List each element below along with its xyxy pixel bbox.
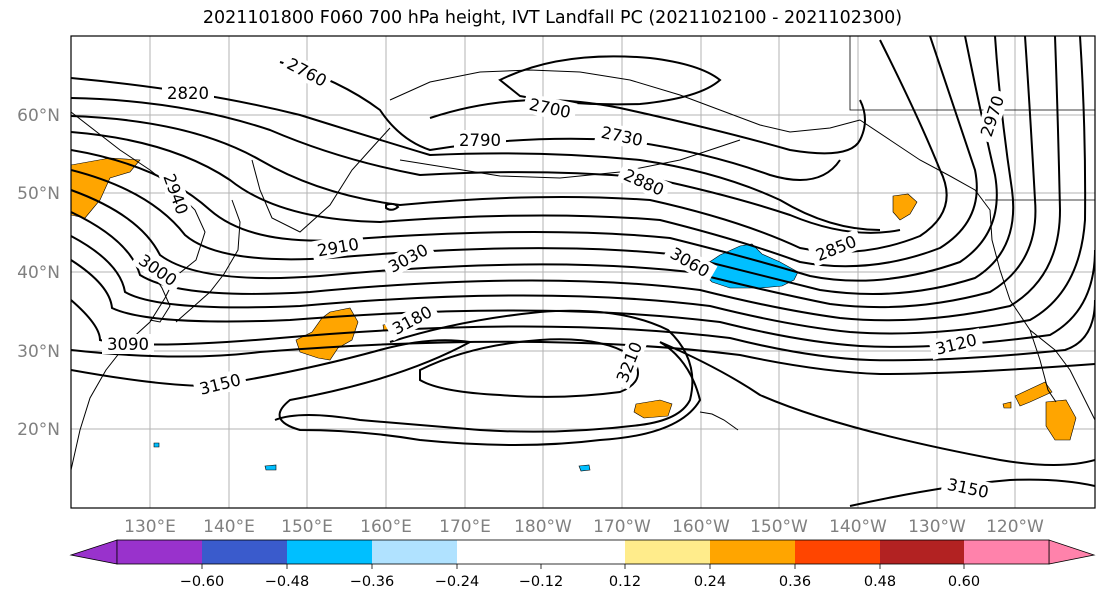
canada-border (849, 36, 1095, 111)
contour-2940 (71, 36, 1015, 295)
colorbar-segment-11 (964, 540, 1049, 564)
colorbar-tick-2: −0.48 (265, 574, 309, 590)
colorbar-segment-3 (287, 540, 372, 564)
lon-label-160e: 160°E (360, 517, 412, 537)
height-contours (71, 36, 1095, 507)
contour-3210 (419, 338, 639, 398)
ivt-positive-mexico-2 (1045, 399, 1077, 441)
colorbar-segment-5 (457, 540, 541, 564)
colorbar-ticks (201, 564, 965, 569)
sakhalin-kamchatka (251, 127, 391, 233)
lat-label-30n: 30°N (17, 342, 60, 362)
contour-2790 (71, 77, 881, 231)
colorbar-tick-3: −0.36 (350, 574, 394, 590)
colorbar-segment-10 (880, 540, 964, 564)
hawaii-islands (699, 411, 739, 431)
longitude-labels: 130°E 140°E 150°E 160°E 170°E 180°W 170°… (124, 517, 1044, 537)
lon-label-140w: 140°W (829, 517, 887, 537)
contour-3150-sw (849, 478, 1095, 507)
colorbar-tick-8: 0.36 (779, 574, 811, 590)
contour-2820 (71, 97, 901, 234)
colorbar-extend-high (1048, 539, 1096, 565)
ivt-negative-central (703, 243, 799, 289)
colorbar-tick-5: −0.12 (519, 574, 563, 590)
colorbar-tick-4: −0.24 (435, 574, 479, 590)
lat-label-40n: 40°N (17, 263, 60, 283)
colorbar-tick-1: −0.60 (180, 574, 224, 590)
ivt-positive-mexico-1 (1014, 381, 1053, 407)
colorbar-outline (116, 539, 1050, 565)
colorbar-segment-4 (372, 540, 457, 564)
latitude-labels: 60°N 50°N 40°N 30°N 20°N (17, 106, 60, 440)
contour-3060 (71, 249, 1095, 348)
colorbar-segment-2 (202, 540, 287, 564)
baja (1029, 329, 1057, 403)
map-frame (70, 35, 1096, 509)
colorbar-extend-low (69, 539, 118, 565)
lat-label-20n: 20°N (17, 420, 60, 440)
lon-label-170e: 170°E (439, 517, 491, 537)
contour-label-2820: 2820 (167, 84, 209, 103)
colorbar-segment-9 (795, 540, 880, 564)
lon-label-170w: 170°W (593, 517, 651, 537)
ivt-positive-west-edge (71, 157, 141, 219)
contour-2970 (71, 36, 1037, 309)
contour-label-2790: 2790 (459, 131, 501, 150)
colorbar-tick-7: 0.24 (694, 574, 726, 590)
lon-label-150e: 150°E (281, 517, 333, 537)
lon-label-150w: 150°W (750, 517, 808, 537)
contour-2850 (71, 39, 948, 253)
aleutians (399, 139, 741, 179)
lon-label-180w: 180°W (514, 517, 572, 537)
lon-label-140e: 140°E (203, 517, 255, 537)
ivt-negative-small-2 (264, 464, 277, 471)
colorbar-segment-8 (710, 540, 795, 564)
ivt-positive-gulf (892, 193, 918, 221)
contour-2760 (279, 61, 841, 181)
colorbar-tick-9: 0.48 (864, 574, 896, 590)
lat-label-50n: 50°N (17, 184, 60, 204)
colorbar: −0.60 −0.48 −0.36 −0.24 −0.12 0.12 0.24 … (69, 539, 1096, 590)
map-title: 2021101800 F060 700 hPa height, IVT Land… (202, 8, 903, 28)
ivt-negative-small-3 (153, 442, 160, 448)
ivt-positive-small-2 (1002, 401, 1012, 409)
contour-2910 (71, 36, 998, 282)
ivt-shading (71, 157, 1077, 495)
contour-3030 (71, 36, 1087, 335)
contour-3180 (274, 309, 694, 433)
lon-label-130e: 130°E (124, 517, 176, 537)
colorbar-segment-6 (541, 540, 625, 564)
contour-3000 (71, 36, 1062, 322)
lon-label-120w: 120°W (986, 517, 1044, 537)
ivt-negative-small-1 (578, 464, 591, 472)
contour-2880 (71, 36, 978, 268)
colorbar-segment-1 (117, 540, 202, 564)
lat-label-60n: 60°N (17, 106, 60, 126)
colorbar-tick-10: 0.60 (948, 574, 980, 590)
ivt-positive-hawaii (633, 399, 673, 419)
japan (175, 199, 241, 323)
contour-label-3090: 3090 (107, 335, 149, 354)
alaska-bering (389, 69, 861, 133)
contour-small-1 (385, 202, 400, 211)
colorbar-segment-7 (625, 540, 710, 564)
lon-label-160w: 160°W (672, 517, 730, 537)
lon-label-130w: 130°W (908, 517, 966, 537)
contour-3150 (71, 339, 1095, 466)
colorbar-tick-6: 0.12 (609, 574, 641, 590)
